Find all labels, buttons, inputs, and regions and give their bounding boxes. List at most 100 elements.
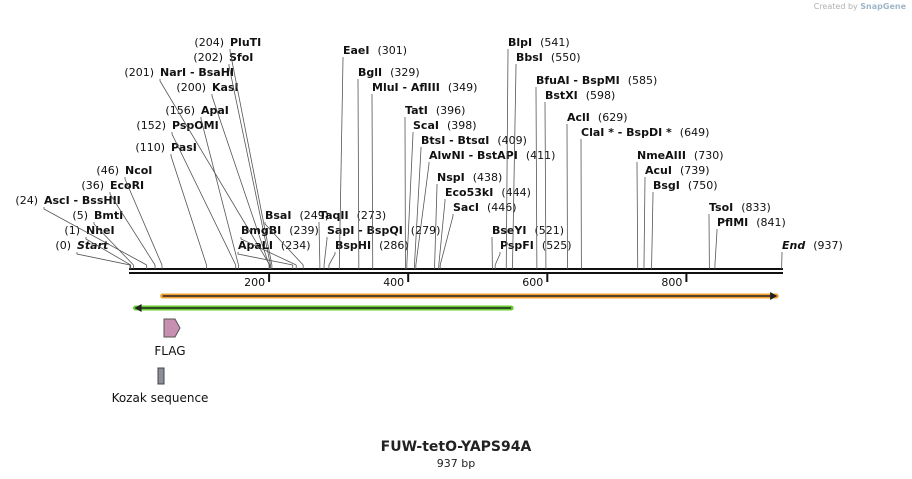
feature-label: FLAG xyxy=(154,344,185,358)
site-leader-line xyxy=(439,214,454,266)
site-position: (200) xyxy=(176,81,206,94)
site-leader-line xyxy=(438,199,446,266)
site-position: (0) xyxy=(55,239,71,252)
site-position: (409) xyxy=(497,134,527,147)
site-name: SfoI xyxy=(229,51,253,64)
site-tsoi: TsoI (833) xyxy=(708,201,771,269)
site-leader-line xyxy=(636,162,639,266)
site-leader-line xyxy=(228,64,271,266)
site-name: AcuI xyxy=(645,164,672,177)
site-saci: SacI (446) xyxy=(439,201,517,269)
orf-reverse-arrow xyxy=(133,304,514,312)
site-name: TatI xyxy=(405,104,428,117)
site-leader-line xyxy=(651,192,654,266)
site-leader-line xyxy=(535,87,538,266)
site-nari-bsahi: NarI - BsaHI (201) xyxy=(124,66,271,269)
site-leader-line xyxy=(643,177,646,266)
site-bstxi: BstXI (598) xyxy=(544,89,615,269)
site-tati: TatI (396) xyxy=(404,104,465,269)
site-name: PspOMI xyxy=(172,119,219,132)
site-position: (937) xyxy=(813,239,843,252)
site-position: (279) xyxy=(411,224,441,237)
site-leader-line xyxy=(714,229,718,266)
site-name: NarI - BsaHI xyxy=(160,66,234,79)
site-position: (273) xyxy=(357,209,387,222)
site-position: (750) xyxy=(688,179,718,192)
site-name: MluI - AflIII xyxy=(372,81,440,94)
site-bsgi: BsgI (750) xyxy=(651,179,718,269)
site-leader-line xyxy=(338,57,344,266)
orf-arrowhead xyxy=(134,304,142,312)
site-name: Eco53kI xyxy=(445,186,493,199)
ruler-label: 800 xyxy=(661,276,682,289)
site-leader-line xyxy=(434,184,438,266)
site-mlui-afliii: MluI - AflIII (349) xyxy=(371,81,477,269)
orf-forward-arrow xyxy=(160,292,779,300)
site-name: TsoI xyxy=(709,201,733,214)
site-position: (411) xyxy=(526,149,556,162)
site-position: (739) xyxy=(680,164,710,177)
site-position: (24) xyxy=(15,194,38,207)
site-position: (46) xyxy=(96,164,119,177)
snapgene-logo: SnapGene xyxy=(860,2,906,11)
site-btsi-bts-i: BtsI - BtsαI (409) xyxy=(414,134,527,269)
orf-arrowhead xyxy=(770,292,778,300)
site-leader-line xyxy=(93,222,134,266)
map-length: 937 bp xyxy=(436,457,476,470)
site-asci-bsshii: AscI - BssHII (24) xyxy=(15,194,148,269)
site-position: (525) xyxy=(542,239,572,252)
site-apai: ApaI (156) xyxy=(165,104,239,269)
site-leader-line xyxy=(323,237,328,266)
site-bfuai-bspmi: BfuAI - BspMI (585) xyxy=(535,74,657,269)
site-nmeaiii: NmeAIII (730) xyxy=(636,149,724,269)
site-position: (202) xyxy=(193,51,223,64)
site-name: NcoI xyxy=(125,164,152,177)
site-eco53ki: Eco53kI (444) xyxy=(438,186,531,269)
site-bmti: BmtI (5) xyxy=(72,209,134,269)
site-pspomi: PspOMI (152) xyxy=(136,119,237,269)
site-eaei: EaeI (301) xyxy=(338,44,407,269)
site-leader-line xyxy=(494,252,501,266)
site-name: BmtI xyxy=(94,209,123,222)
site-position: (152) xyxy=(136,119,166,132)
site-position: (649) xyxy=(680,126,710,139)
site-leader-line xyxy=(505,49,509,266)
map-title: FUW-tetO-YAPS94A xyxy=(380,439,532,455)
site-leader-line xyxy=(109,192,156,266)
site-position: (444) xyxy=(501,186,531,199)
ruler-label: 400 xyxy=(383,276,404,289)
site-name: NmeAIII xyxy=(637,149,686,162)
ruler-label: 200 xyxy=(244,276,265,289)
site-position: (833) xyxy=(741,201,771,214)
site-name: SapI - BspQI xyxy=(327,224,403,237)
site-position: (201) xyxy=(124,66,154,79)
site-bsai: BsaI (249) xyxy=(264,209,329,269)
credit-prefix: Created by xyxy=(813,2,858,11)
site-position: (286) xyxy=(379,239,409,252)
site-acli: AclI (629) xyxy=(566,111,628,269)
site-name: PflMI xyxy=(717,216,748,229)
site-name: BlpI xyxy=(508,36,532,49)
site-position: (1) xyxy=(64,224,80,237)
site-taqii: TaqII (273) xyxy=(318,209,387,269)
site-leader-line xyxy=(124,177,163,266)
site-name: EaeI xyxy=(343,44,370,57)
site-leader-line xyxy=(414,147,422,266)
site-leader-line xyxy=(237,252,293,266)
site-leader-line xyxy=(200,117,239,266)
site-name: BseYI xyxy=(492,224,526,237)
site-leader-line xyxy=(229,49,273,266)
site-nspi: NspI (438) xyxy=(434,171,502,269)
site-leader-line xyxy=(371,94,374,266)
flag-feature-arrow xyxy=(163,318,181,338)
site-leader-line xyxy=(43,207,147,266)
site-name: AlwNI - BstAPI xyxy=(429,149,518,162)
site-position: (36) xyxy=(81,179,104,192)
site-kasi: KasI (200) xyxy=(176,81,270,269)
site-leader-line xyxy=(159,79,271,266)
site-position: (329) xyxy=(390,66,420,79)
site-position: (398) xyxy=(447,119,477,132)
site-name: ApaI xyxy=(201,104,229,117)
site-position: (629) xyxy=(598,111,628,124)
